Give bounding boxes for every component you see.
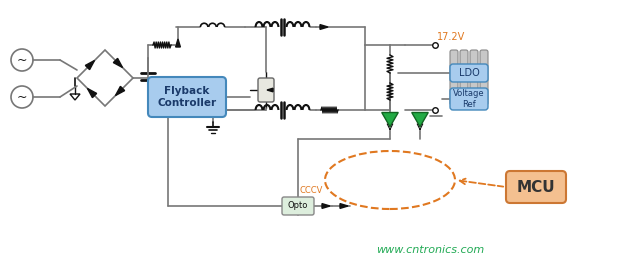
FancyBboxPatch shape <box>460 50 468 105</box>
Polygon shape <box>382 113 398 127</box>
Text: CCCV: CCCV <box>300 186 323 195</box>
Polygon shape <box>320 25 328 29</box>
FancyBboxPatch shape <box>450 64 488 82</box>
Text: MCU: MCU <box>517 179 556 195</box>
Text: LDO: LDO <box>459 68 479 78</box>
Polygon shape <box>116 86 124 96</box>
Text: Voltage
Ref: Voltage Ref <box>453 89 485 109</box>
FancyBboxPatch shape <box>506 171 566 203</box>
Polygon shape <box>340 204 348 208</box>
Text: ~: ~ <box>17 54 28 67</box>
Text: Opto: Opto <box>288 201 308 210</box>
Polygon shape <box>113 58 123 68</box>
FancyBboxPatch shape <box>450 50 458 105</box>
Polygon shape <box>412 113 428 127</box>
FancyBboxPatch shape <box>282 197 314 215</box>
Text: Flyback
Controller: Flyback Controller <box>158 86 217 108</box>
Polygon shape <box>176 39 181 47</box>
Text: www.cntronics.com: www.cntronics.com <box>376 245 484 255</box>
FancyBboxPatch shape <box>480 50 488 105</box>
FancyBboxPatch shape <box>450 88 488 110</box>
FancyBboxPatch shape <box>258 78 274 102</box>
Text: 17.2V: 17.2V <box>437 32 465 42</box>
Polygon shape <box>322 204 330 208</box>
Text: ~: ~ <box>17 91 28 104</box>
FancyBboxPatch shape <box>470 50 478 105</box>
Polygon shape <box>88 89 97 98</box>
Polygon shape <box>267 88 273 92</box>
Polygon shape <box>86 60 94 70</box>
FancyBboxPatch shape <box>148 77 226 117</box>
